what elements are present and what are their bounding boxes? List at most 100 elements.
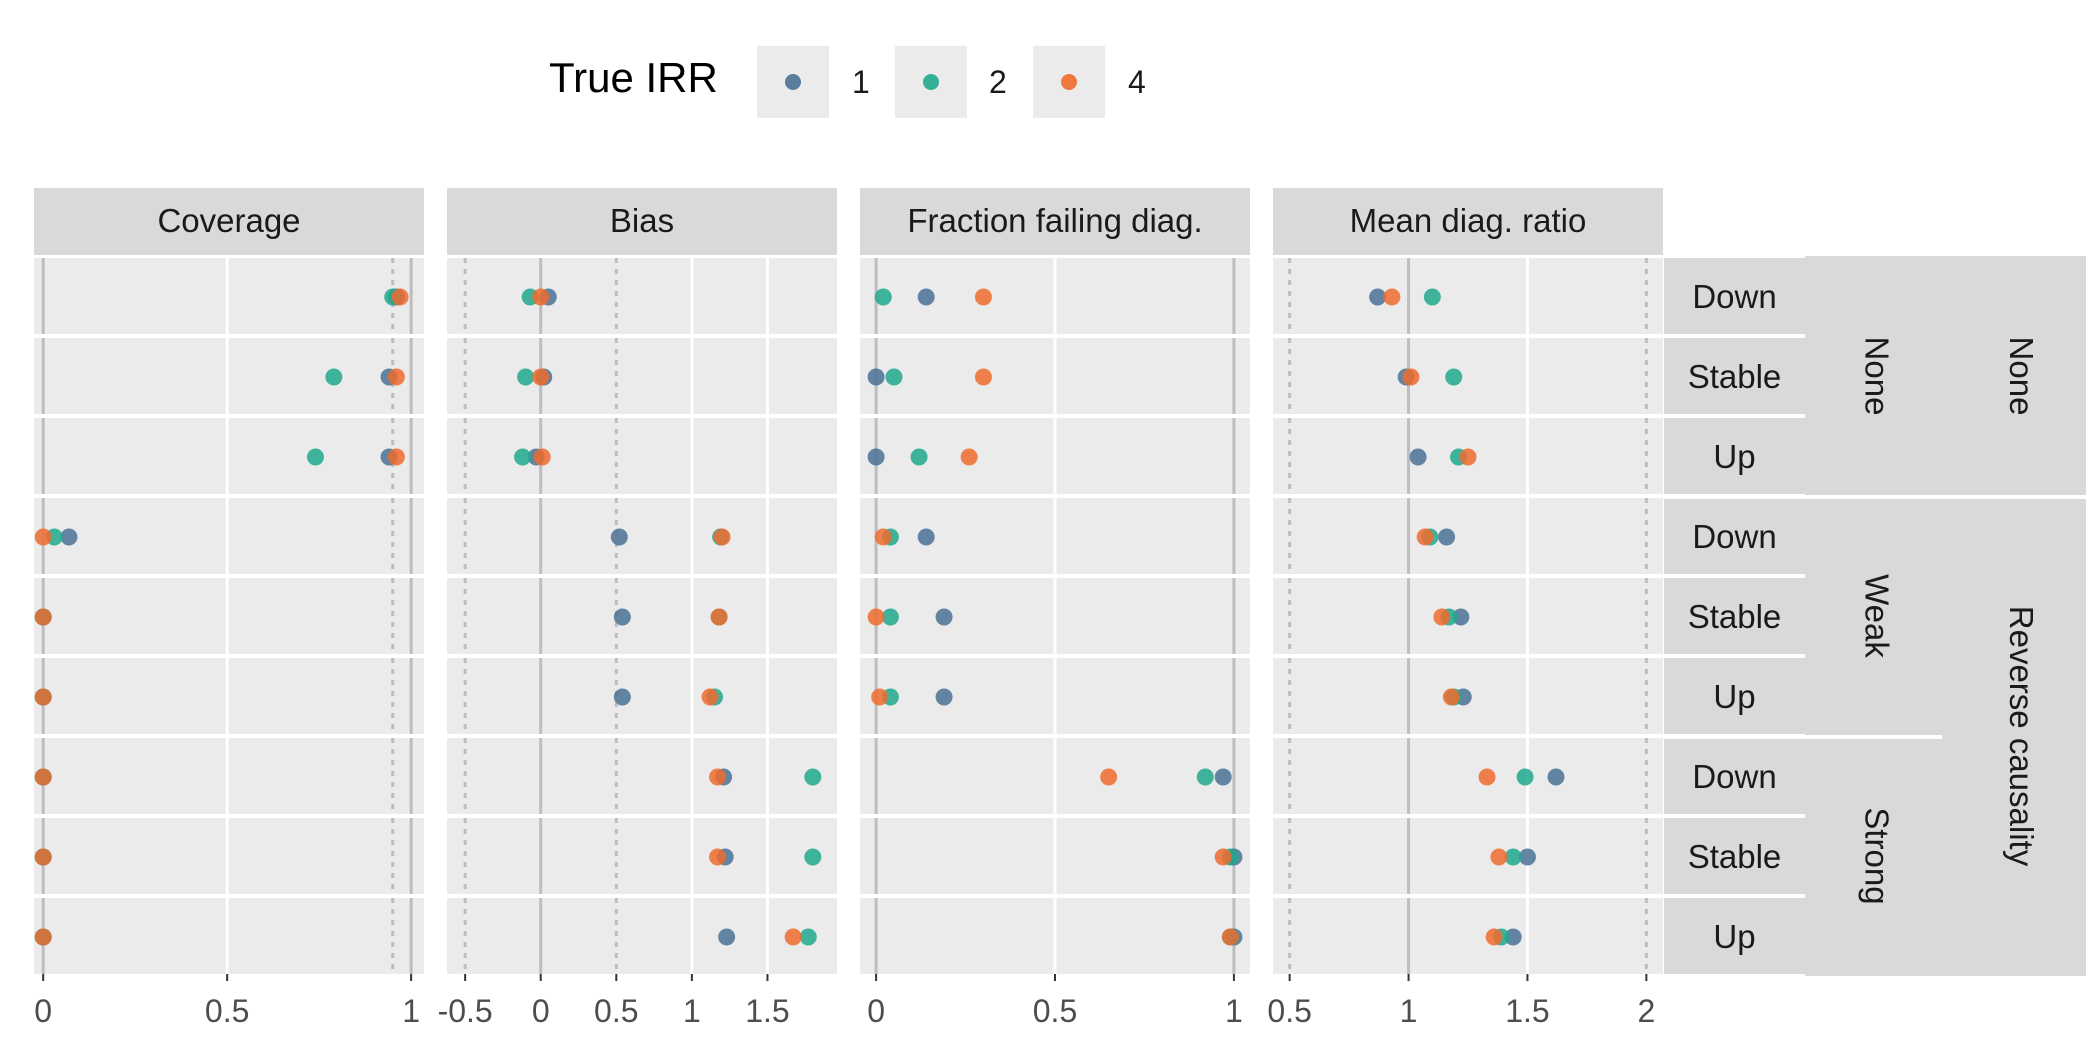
x-tick-label: 0 bbox=[34, 993, 52, 1029]
strip-3 bbox=[1273, 188, 1663, 255]
row-strip bbox=[1664, 818, 1805, 894]
legend-label-2: 2 bbox=[989, 64, 1007, 100]
legend-label-1: 1 bbox=[852, 64, 870, 100]
strip-separator bbox=[1664, 415, 1805, 418]
point-series-1 bbox=[935, 688, 953, 706]
point-series-4 bbox=[387, 368, 405, 386]
point-series-4 bbox=[533, 448, 551, 466]
point-series-1 bbox=[1547, 768, 1565, 786]
point-series-2 bbox=[1516, 768, 1534, 786]
row-strip bbox=[1664, 338, 1805, 414]
panel-bg bbox=[34, 658, 424, 734]
strip-level3-label: None bbox=[2003, 337, 2040, 416]
point-series-1 bbox=[718, 928, 736, 946]
panel-bg bbox=[1273, 498, 1663, 574]
point-series-2 bbox=[306, 448, 324, 466]
point-series-4 bbox=[34, 928, 52, 946]
legend-dot-4 bbox=[1061, 74, 1077, 90]
strip-separator bbox=[1664, 575, 1805, 578]
point-series-2 bbox=[881, 608, 899, 626]
point-series-2 bbox=[517, 368, 535, 386]
point-series-2 bbox=[804, 848, 822, 866]
panel-bg bbox=[447, 578, 837, 654]
strip-level2-label: Strong bbox=[1859, 807, 1896, 904]
x-tick-label: 0.5 bbox=[1033, 993, 1077, 1029]
point-series-2 bbox=[874, 288, 892, 306]
point-series-4 bbox=[532, 288, 550, 306]
point-series-4 bbox=[867, 608, 885, 626]
row-strip-label: Up bbox=[1713, 438, 1755, 475]
legend-title: True IRR bbox=[549, 54, 718, 101]
point-series-2 bbox=[1504, 848, 1522, 866]
strip-separator bbox=[1664, 335, 1805, 338]
x-tick-label: 1.5 bbox=[745, 993, 789, 1029]
strip-separator bbox=[1664, 815, 1805, 818]
point-series-2 bbox=[910, 448, 928, 466]
panel-bg bbox=[1273, 738, 1663, 814]
point-series-1 bbox=[1504, 928, 1522, 946]
strip-level2 bbox=[1805, 496, 1942, 736]
point-series-1 bbox=[867, 448, 885, 466]
point-series-1 bbox=[935, 608, 953, 626]
point-series-2 bbox=[885, 368, 903, 386]
legend-dot-2 bbox=[923, 74, 939, 90]
point-series-2 bbox=[799, 928, 817, 946]
row-strip-label: Down bbox=[1692, 758, 1776, 795]
point-series-4 bbox=[34, 848, 52, 866]
panel-bg bbox=[447, 498, 837, 574]
point-series-1 bbox=[1438, 528, 1456, 546]
point-series-1 bbox=[1518, 848, 1536, 866]
point-series-4 bbox=[974, 288, 992, 306]
point-series-4 bbox=[713, 528, 731, 546]
point-series-4 bbox=[960, 448, 978, 466]
legend-key-2 bbox=[895, 46, 967, 118]
point-series-2 bbox=[514, 448, 532, 466]
strip-level2-label: Weak bbox=[1859, 574, 1896, 658]
point-series-1 bbox=[60, 528, 78, 546]
point-series-4 bbox=[1490, 848, 1508, 866]
point-series-4 bbox=[701, 688, 719, 706]
point-series-4 bbox=[1478, 768, 1496, 786]
point-series-4 bbox=[871, 688, 889, 706]
panel-bg bbox=[34, 418, 424, 494]
x-tick-label: 1 bbox=[1400, 993, 1418, 1029]
legend-label-4: 4 bbox=[1128, 64, 1146, 100]
point-series-1 bbox=[1214, 768, 1232, 786]
point-series-4 bbox=[34, 688, 52, 706]
x-tick-label: 0 bbox=[532, 993, 550, 1029]
point-series-1 bbox=[1369, 288, 1387, 306]
row-strip-label: Down bbox=[1692, 518, 1776, 555]
point-series-1 bbox=[1452, 608, 1470, 626]
strip-separator bbox=[1664, 655, 1805, 658]
x-tick-label: 0.5 bbox=[594, 993, 638, 1029]
row-strip-label: Up bbox=[1713, 678, 1755, 715]
strip-separator bbox=[1664, 735, 1942, 739]
panel-bg bbox=[1273, 818, 1663, 894]
point-series-1 bbox=[613, 688, 631, 706]
point-series-1 bbox=[867, 368, 885, 386]
strip-separator bbox=[1664, 895, 1805, 898]
point-series-4 bbox=[387, 448, 405, 466]
row-strip-label: Stable bbox=[1688, 598, 1782, 635]
x-tick-label: 0.5 bbox=[205, 993, 249, 1029]
point-series-4 bbox=[784, 928, 802, 946]
row-strip-label: Down bbox=[1692, 278, 1776, 315]
strip-level3 bbox=[1942, 496, 2086, 976]
legend-key-1 bbox=[757, 46, 829, 118]
strip-2 bbox=[860, 188, 1250, 255]
point-series-4 bbox=[1402, 368, 1420, 386]
strip-label-2: Fraction failing diag. bbox=[907, 202, 1202, 239]
row-strip bbox=[1664, 418, 1805, 494]
x-tick-label: 0.5 bbox=[1267, 993, 1311, 1029]
point-series-4 bbox=[874, 528, 892, 546]
point-series-2 bbox=[325, 368, 343, 386]
point-series-4 bbox=[1485, 928, 1503, 946]
row-strip bbox=[1664, 658, 1805, 734]
strip-level3 bbox=[1942, 256, 2086, 496]
row-strip bbox=[1664, 738, 1805, 814]
row-strip-label: Stable bbox=[1688, 358, 1782, 395]
strip-level2 bbox=[1805, 736, 1942, 976]
row-strip bbox=[1664, 898, 1805, 974]
row-strip bbox=[1664, 578, 1805, 654]
legend-dot-1 bbox=[785, 74, 801, 90]
